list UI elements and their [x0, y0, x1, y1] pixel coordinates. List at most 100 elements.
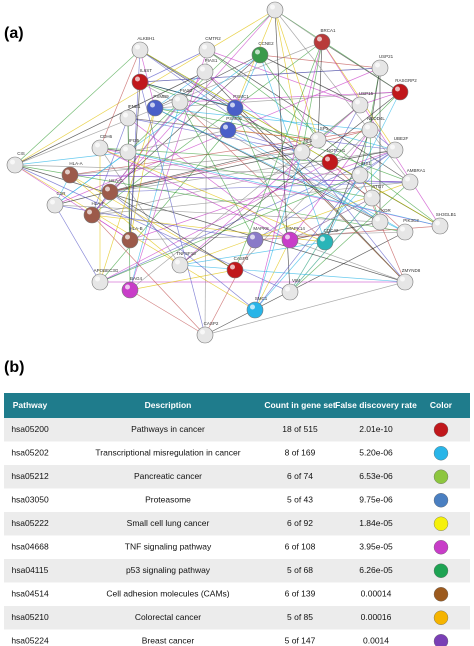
edge	[274, 9, 323, 43]
node-highlight	[230, 102, 235, 108]
color-dot	[433, 634, 449, 646]
edge	[91, 181, 411, 216]
node-highlight	[95, 142, 100, 148]
table-cell: Cell adhesion molecules (CAMs)	[106, 589, 229, 599]
edge	[14, 164, 406, 233]
edge	[139, 49, 373, 199]
node-label: ZMYND8	[402, 268, 421, 273]
node	[396, 223, 414, 241]
edge	[321, 41, 401, 93]
edge	[54, 204, 101, 283]
node	[351, 166, 369, 184]
node-label: SH3GLB1	[436, 212, 457, 217]
edge	[259, 54, 319, 141]
node-highlight	[435, 220, 440, 226]
table-cell: Breast cancer	[142, 636, 195, 646]
edge	[129, 269, 236, 291]
node-highlight	[135, 76, 140, 82]
edge	[274, 9, 303, 153]
edge	[99, 147, 441, 227]
node	[196, 63, 214, 81]
node-highlight	[150, 102, 155, 108]
edge	[234, 107, 406, 283]
node-highlight	[313, 134, 318, 140]
node	[309, 131, 327, 149]
node-highlight	[285, 234, 290, 240]
table-cell: 5 of 43	[287, 495, 313, 505]
column-header: Color	[430, 400, 453, 410]
node-label: CMTR2	[205, 36, 221, 41]
node-highlight	[285, 286, 290, 292]
node	[371, 213, 389, 231]
edge	[54, 54, 261, 206]
node-highlight	[123, 146, 128, 152]
node	[6, 156, 24, 174]
edge	[179, 104, 361, 266]
edge	[321, 41, 441, 227]
table-cell: 5 of 85	[287, 612, 313, 622]
edge	[154, 107, 319, 141]
table-row-bg	[4, 559, 470, 583]
edge	[321, 41, 396, 151]
edge	[14, 49, 141, 166]
edge	[127, 117, 229, 131]
color-dot	[433, 516, 449, 531]
node-highlight	[135, 44, 140, 50]
table-cell: 5 of 147	[285, 636, 316, 646]
node-label: C1R	[56, 191, 66, 196]
edge	[301, 151, 406, 283]
node	[316, 233, 334, 251]
edge	[99, 147, 291, 241]
node-highlight	[270, 4, 275, 10]
node-highlight	[250, 304, 255, 310]
node-label: BRCA1	[320, 28, 336, 33]
edge	[129, 49, 208, 291]
node-highlight	[320, 236, 325, 242]
edges	[14, 9, 441, 336]
edge	[127, 9, 276, 153]
node-label: NEDD4L	[367, 116, 385, 121]
node-label: USP15	[359, 91, 374, 96]
edge	[139, 81, 206, 336]
table-cell: hsa05210	[11, 612, 49, 622]
node-highlight	[87, 209, 92, 215]
edge	[227, 129, 319, 141]
node	[131, 41, 149, 59]
node-highlight	[390, 144, 395, 150]
table-row-bg	[4, 629, 470, 646]
edge	[254, 151, 303, 311]
table-cell: hsa04668	[11, 542, 49, 552]
edge	[289, 174, 361, 293]
edge	[289, 181, 411, 293]
node-highlight	[125, 284, 130, 290]
edge	[227, 129, 303, 153]
node	[121, 231, 139, 249]
color-dot	[433, 493, 449, 508]
node-highlight	[365, 124, 370, 130]
node	[119, 109, 137, 127]
edge	[91, 214, 206, 336]
edge	[14, 164, 361, 176]
node	[226, 99, 244, 117]
table-cell: Pancreatic cancer	[134, 471, 202, 481]
table-cell: p53 signaling pathway	[126, 565, 211, 575]
node-highlight	[200, 66, 205, 72]
edge	[129, 289, 206, 336]
node	[83, 206, 101, 224]
node-highlight	[105, 186, 110, 192]
column-header: Pathway	[13, 400, 48, 410]
node-highlight	[395, 86, 400, 92]
edge	[69, 151, 303, 176]
node	[246, 301, 264, 319]
edge	[204, 71, 303, 153]
node-label: NF1	[304, 138, 313, 143]
node	[281, 231, 299, 249]
column-header: False discovery rate	[335, 400, 417, 410]
edge	[139, 49, 208, 83]
node-label: CDC42	[324, 228, 339, 233]
edge	[206, 49, 361, 106]
node-highlight	[400, 226, 405, 232]
edge	[324, 129, 371, 243]
table-cell: 0.0014	[363, 636, 389, 646]
